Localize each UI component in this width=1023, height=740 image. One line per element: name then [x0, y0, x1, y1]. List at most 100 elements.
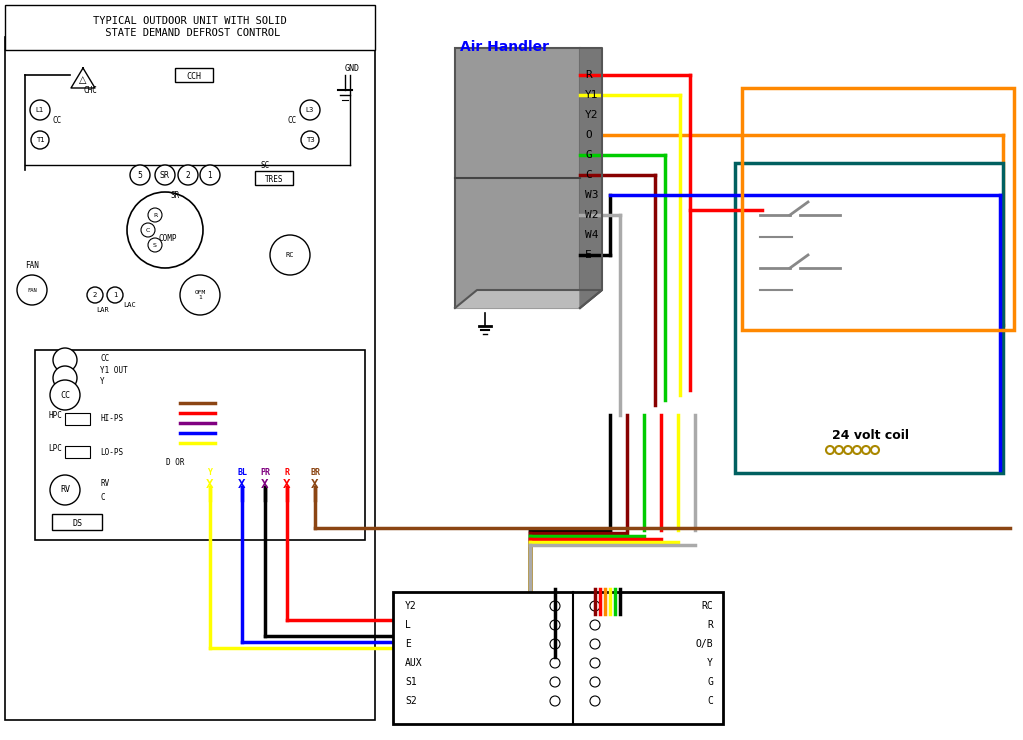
Circle shape — [201, 165, 220, 185]
Text: AUX: AUX — [405, 658, 422, 668]
Text: L: L — [405, 620, 411, 630]
Text: RV: RV — [60, 485, 70, 494]
Text: GND: GND — [345, 64, 360, 73]
Text: SC: SC — [261, 161, 270, 169]
Text: X: X — [311, 477, 319, 491]
Text: RV: RV — [100, 479, 109, 488]
Circle shape — [141, 223, 155, 237]
Text: SR: SR — [160, 170, 170, 180]
Circle shape — [178, 165, 198, 185]
Text: X: X — [261, 477, 269, 491]
Text: CC: CC — [287, 115, 297, 124]
Text: LO-PS: LO-PS — [100, 448, 123, 457]
Text: BL: BL — [237, 468, 247, 477]
Text: TRES: TRES — [265, 175, 283, 184]
Text: E: E — [585, 250, 591, 260]
Text: LAC: LAC — [124, 302, 136, 308]
Circle shape — [50, 380, 80, 410]
Text: X: X — [283, 477, 291, 491]
Text: 1: 1 — [208, 170, 213, 180]
Text: R: R — [585, 70, 591, 80]
Circle shape — [301, 131, 319, 149]
Circle shape — [590, 658, 601, 668]
Text: C: C — [100, 493, 104, 502]
Text: W2: W2 — [585, 210, 598, 220]
Text: CC: CC — [100, 354, 109, 363]
Bar — [65, 413, 90, 425]
Text: S1: S1 — [405, 677, 416, 687]
Text: Y: Y — [707, 658, 713, 668]
Circle shape — [550, 620, 560, 630]
Text: HPC: HPC — [48, 411, 62, 420]
Bar — [735, 163, 1003, 473]
Text: G: G — [585, 150, 591, 160]
Circle shape — [180, 275, 220, 315]
Text: E: E — [405, 639, 411, 649]
Circle shape — [590, 620, 601, 630]
Text: X: X — [207, 477, 214, 491]
Text: Y1: Y1 — [585, 90, 598, 100]
Bar — [393, 592, 723, 724]
Text: W3: W3 — [585, 190, 598, 200]
Circle shape — [590, 677, 601, 687]
Circle shape — [590, 601, 601, 611]
Circle shape — [550, 677, 560, 687]
Bar — [52, 514, 102, 530]
Text: R: R — [284, 468, 290, 477]
Text: CC: CC — [52, 115, 61, 124]
Text: OFM
1: OFM 1 — [194, 289, 206, 300]
Text: HI-PS: HI-PS — [100, 414, 123, 423]
Text: TYPICAL OUTDOOR UNIT WITH SOLID
 STATE DEMAND DEFROST CONTROL: TYPICAL OUTDOOR UNIT WITH SOLID STATE DE… — [93, 16, 286, 38]
Bar — [5, 5, 375, 50]
Bar — [5, 37, 375, 720]
Text: 2: 2 — [93, 292, 97, 298]
Text: L3: L3 — [306, 107, 314, 113]
Text: X: X — [238, 477, 246, 491]
Circle shape — [550, 658, 560, 668]
Text: △: △ — [79, 75, 87, 85]
Text: LPC: LPC — [48, 443, 62, 452]
Text: LAR: LAR — [96, 307, 109, 313]
Circle shape — [30, 100, 50, 120]
Text: 5: 5 — [137, 170, 142, 180]
Text: PR: PR — [260, 468, 270, 477]
Text: Y1 OUT: Y1 OUT — [100, 366, 128, 374]
Circle shape — [300, 100, 320, 120]
Circle shape — [148, 238, 162, 252]
Circle shape — [53, 348, 77, 372]
Circle shape — [590, 696, 601, 706]
Text: CCH: CCH — [186, 72, 202, 81]
Text: Y: Y — [100, 377, 104, 386]
Circle shape — [270, 235, 310, 275]
Bar — [35, 350, 365, 540]
Text: O/B: O/B — [696, 639, 713, 649]
Text: R: R — [152, 212, 158, 218]
Circle shape — [155, 165, 175, 185]
Bar — [255, 171, 293, 185]
Text: O: O — [585, 130, 591, 140]
Text: 24 volt coil: 24 volt coil — [832, 428, 908, 442]
Circle shape — [107, 287, 123, 303]
Text: G: G — [707, 677, 713, 687]
Circle shape — [50, 475, 80, 505]
Text: COMP: COMP — [159, 234, 177, 243]
Text: 1: 1 — [113, 292, 118, 298]
Text: D OR: D OR — [166, 457, 184, 466]
Text: Air Handler: Air Handler — [460, 40, 549, 54]
Circle shape — [127, 192, 203, 268]
Text: BR: BR — [310, 468, 320, 477]
Polygon shape — [580, 48, 602, 308]
Bar — [742, 88, 1014, 330]
Text: T1: T1 — [36, 137, 44, 143]
Text: Y2: Y2 — [585, 110, 598, 120]
Circle shape — [550, 601, 560, 611]
Circle shape — [148, 208, 162, 222]
Text: DS: DS — [72, 519, 82, 528]
Text: SR: SR — [171, 190, 180, 200]
Circle shape — [53, 366, 77, 390]
Text: R: R — [707, 620, 713, 630]
Text: CHC: CHC — [83, 86, 97, 95]
Bar — [65, 446, 90, 458]
Text: C: C — [707, 696, 713, 706]
Text: CC: CC — [60, 391, 70, 400]
